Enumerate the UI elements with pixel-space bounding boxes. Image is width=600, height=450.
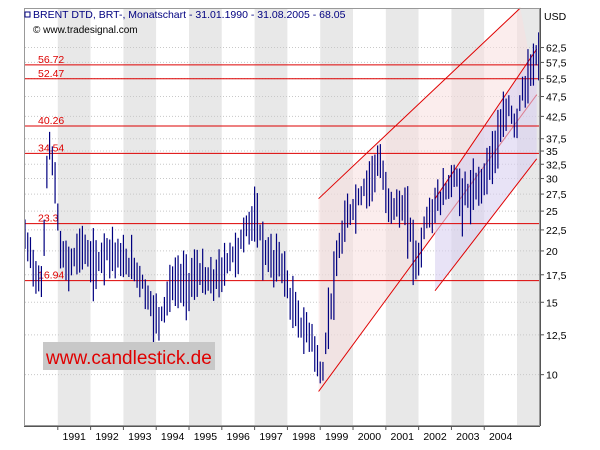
y-tick-label: 47,5 — [546, 92, 567, 104]
chart-title: BRENT DTD, BRT-, Monatschart - 31.01.199… — [33, 9, 346, 21]
x-tick-label: 1998 — [292, 431, 316, 443]
y-tick-label: 15 — [546, 297, 558, 309]
x-tick-label: 2004 — [489, 431, 513, 443]
x-tick-label: 1999 — [325, 431, 349, 443]
watermark-background — [43, 342, 215, 370]
y-tick-label: 12,5 — [546, 330, 567, 342]
channel-line — [434, 158, 538, 292]
y-tick-label: 27,5 — [546, 189, 567, 201]
x-tick-label: 2000 — [358, 431, 382, 443]
y-tick-label: 52,5 — [546, 74, 567, 86]
y-tick-label: 10 — [546, 370, 558, 382]
y-tick-label: 32,5 — [546, 159, 567, 171]
plot-frame — [24, 8, 540, 426]
chart-source: © www.tradesignal.com — [33, 25, 138, 36]
year-band — [254, 8, 288, 426]
watermark-text: www.candlestick.de — [45, 348, 212, 369]
y-tick-label: 20 — [546, 246, 558, 258]
x-tick-label: 2003 — [456, 431, 480, 443]
level-label: 34.54 — [38, 142, 64, 154]
x-tick-label: 1993 — [128, 431, 152, 443]
y-tick-label: 35 — [546, 146, 558, 158]
channel-fill — [318, 8, 537, 392]
level-label: 56.72 — [38, 54, 64, 66]
channel-line — [318, 7, 521, 200]
level-label: 16.94 — [38, 270, 64, 282]
y-tick-label: 22,5 — [546, 225, 567, 237]
y-tick-label: 57,5 — [546, 57, 567, 69]
x-tick-label: 1996 — [227, 431, 251, 443]
x-tick-label: 1991 — [63, 431, 87, 443]
y-tick-label: 37,5 — [546, 134, 567, 146]
y-tick-label: 62,5 — [546, 43, 567, 55]
x-tick-label: 1994 — [161, 431, 185, 443]
level-label: 52.47 — [38, 68, 64, 80]
x-axis: 1991 1992 1993 1994 1995 1996 1997 1998 1999 2000… — [57, 426, 513, 443]
price-bars — [24, 32, 540, 384]
x-tick-label: 2002 — [423, 431, 447, 443]
currency-label: USD — [544, 11, 567, 23]
level-label: 23.3 — [38, 213, 59, 225]
x-tick-label: 2001 — [391, 431, 415, 443]
y-tick-label: 30 — [546, 174, 558, 186]
x-tick-label: 1995 — [194, 431, 218, 443]
x-tick-label: 1992 — [95, 431, 119, 443]
x-tick-label: 1997 — [259, 431, 283, 443]
level-label: 40.26 — [38, 115, 64, 127]
series-marker-icon — [24, 11, 31, 18]
y-tick-label: 25 — [546, 206, 558, 218]
y-tick-label: 17,5 — [546, 270, 567, 282]
y-tick-label: 42,5 — [546, 111, 567, 123]
